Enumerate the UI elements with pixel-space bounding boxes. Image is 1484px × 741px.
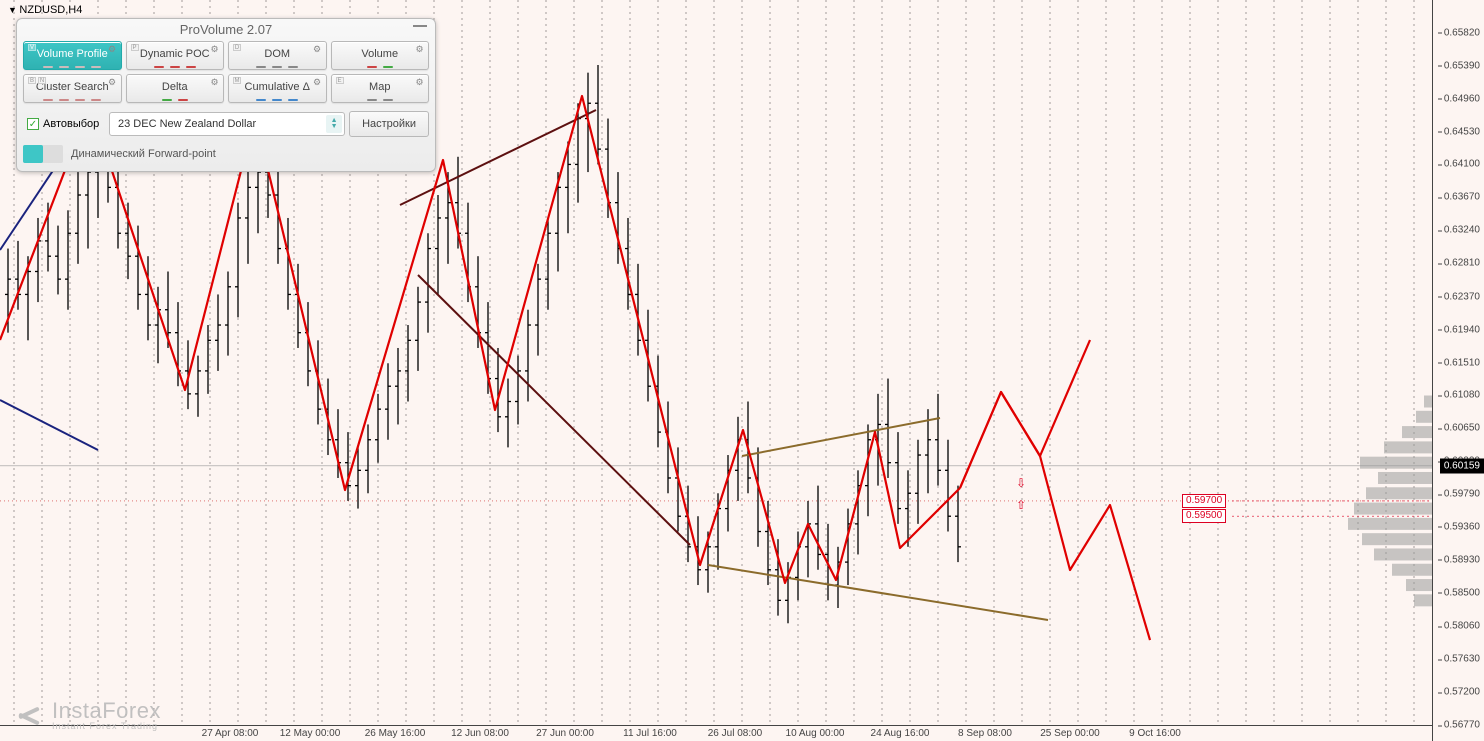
gear-icon[interactable]: ⚙ [108, 44, 117, 53]
contract-select-value: 23 DEC New Zealand Dollar [118, 118, 256, 130]
forward-point-label: Динамический Forward-point [71, 148, 216, 160]
pv-button-volume-profile[interactable]: V⚙Volume Profile [23, 41, 122, 70]
time-tick: 12 May 00:00 [280, 728, 341, 739]
pv-button-map[interactable]: E⚙Map [331, 74, 430, 103]
pv-button-label: Volume Profile [28, 48, 117, 60]
price-tick: 0.64960 [1444, 93, 1480, 104]
time-axis: 27 Apr 08:00 12 May 00:00 26 May 16:00 12 J… [0, 725, 1432, 741]
price-tick: 0.65820 [1444, 27, 1480, 38]
price-tick: 0.59790 [1444, 489, 1480, 500]
price-tick: 0.58930 [1444, 554, 1480, 565]
pv-button-dom[interactable]: D⚙DOM [228, 41, 327, 70]
gear-icon[interactable]: ⚙ [210, 77, 219, 86]
gear-icon[interactable]: ⚙ [415, 44, 424, 53]
watermark-tagline: Instant Forex Trading [52, 722, 161, 731]
gear-icon[interactable]: ⚙ [415, 77, 424, 86]
settings-button[interactable]: Настройки [349, 111, 429, 137]
pv-button-label: Volume [336, 48, 425, 60]
time-tick: 27 Jun 00:00 [536, 728, 594, 739]
stepper-arrows-icon[interactable]: ▲▼ [326, 115, 342, 133]
price-tick: 0.62810 [1444, 258, 1480, 269]
price-tick: 0.61080 [1444, 390, 1480, 401]
time-tick: 8 Sep 08:00 [958, 728, 1012, 739]
auto-select-label: Автовыбор [43, 118, 99, 130]
time-tick: 12 Jun 08:00 [451, 728, 509, 739]
price-tick: 0.61940 [1444, 324, 1480, 335]
price-tick: 0.61510 [1444, 357, 1480, 368]
pv-button-volume[interactable]: ⚙Volume [331, 41, 430, 70]
arrow-down-icon: ⇩ [1016, 476, 1026, 490]
watermark: InstaForex Instant Forex Trading [14, 700, 161, 731]
time-tick: 11 Jul 16:00 [623, 728, 677, 739]
price-tick: 0.58500 [1444, 587, 1480, 598]
price-tick: 0.60650 [1444, 423, 1480, 434]
time-tick: 26 May 16:00 [365, 728, 426, 739]
gear-icon[interactable]: ⚙ [313, 77, 322, 86]
time-tick: 27 Apr 08:00 [202, 728, 259, 739]
price-axis: 0.65820 0.65390 0.64960 0.64530 0.64100 0.636… [1432, 0, 1484, 741]
pv-button-delta[interactable]: ⚙Delta [126, 74, 225, 103]
time-tick: 9 Oct 16:00 [1129, 728, 1181, 739]
price-tick: 0.65390 [1444, 60, 1480, 71]
price-tick: 0.63240 [1444, 225, 1480, 236]
checkbox-icon: ✓ [27, 118, 39, 130]
panel-title: ProVolume 2.07 [17, 19, 435, 41]
price-tick: 0.63670 [1444, 192, 1480, 203]
pv-button-label: Cumulative Δ [233, 81, 322, 93]
pv-button-label: Map [336, 81, 425, 93]
price-tick: 0.64100 [1444, 159, 1480, 170]
logo-icon [14, 701, 44, 731]
time-tick: 24 Aug 16:00 [871, 728, 930, 739]
price-tick: 0.56770 [1444, 720, 1480, 731]
price-tick: 0.58060 [1444, 621, 1480, 632]
price-level-label: 0.59500 [1182, 509, 1226, 523]
pv-button-label: Dynamic POC [131, 48, 220, 60]
gear-icon[interactable]: ⚙ [313, 44, 322, 53]
price-tick: 0.62370 [1444, 291, 1480, 302]
minimize-icon[interactable] [413, 25, 427, 27]
contract-select[interactable]: 23 DEC New Zealand Dollar ▲▼ [109, 112, 345, 136]
provolume-panel[interactable]: ProVolume 2.07 V⚙Volume ProfileP⚙Dynamic… [16, 18, 436, 172]
price-level-label: 0.59700 [1182, 494, 1226, 508]
gear-icon[interactable]: ⚙ [108, 77, 117, 86]
time-tick: 25 Sep 00:00 [1040, 728, 1100, 739]
time-tick: 26 Jul 08:00 [708, 728, 763, 739]
forward-point-toggle[interactable] [23, 145, 63, 163]
price-tick: 0.64530 [1444, 126, 1480, 137]
time-tick: 10 Aug 00:00 [786, 728, 845, 739]
symbol-title: NZDUSD,H4 [8, 4, 82, 16]
pv-button-label: DOM [233, 48, 322, 60]
pv-button-cluster-search[interactable]: BN⚙Cluster Search [23, 74, 122, 103]
auto-select-checkbox[interactable]: ✓ Автовыбор [23, 116, 105, 132]
current-price-tag: 0.60159 [1440, 458, 1484, 473]
price-tick: 0.57200 [1444, 687, 1480, 698]
pv-button-cumulative-[interactable]: M⚙Cumulative Δ [228, 74, 327, 103]
price-tick: 0.59360 [1444, 521, 1480, 532]
pv-button-label: Delta [131, 81, 220, 93]
watermark-brand: InstaForex [52, 700, 161, 722]
gear-icon[interactable]: ⚙ [210, 44, 219, 53]
price-tick: 0.57630 [1444, 654, 1480, 665]
panel-title-text: ProVolume 2.07 [180, 22, 273, 37]
pv-button-dynamic-poc[interactable]: P⚙Dynamic POC [126, 41, 225, 70]
arrow-up-icon: ⇧ [1016, 498, 1026, 512]
